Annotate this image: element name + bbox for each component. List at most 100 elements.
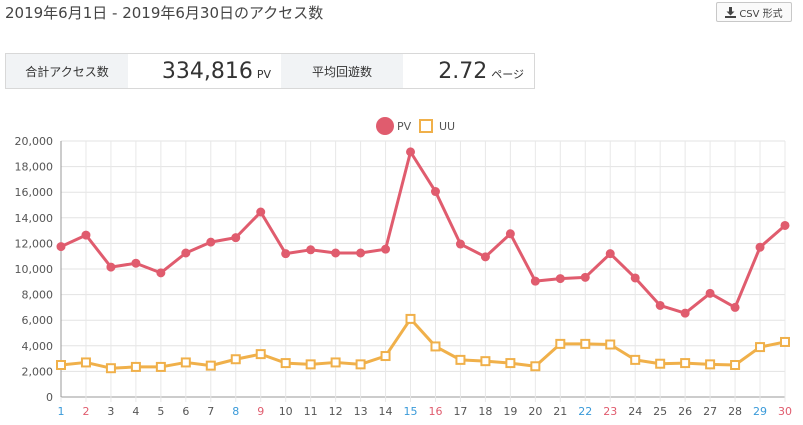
uu-point — [430, 341, 441, 352]
uu-point — [755, 342, 766, 353]
uu-point — [180, 357, 191, 368]
uu-point — [455, 354, 466, 365]
pv-point — [206, 237, 216, 247]
uu-point — [56, 360, 66, 370]
avg-pages-label: 平均回遊数 — [281, 54, 403, 88]
legend-pv-label: PV — [397, 120, 412, 133]
pv-point — [705, 288, 715, 298]
x-tick-label: 29 — [753, 405, 767, 418]
x-tick-label: 11 — [304, 405, 318, 418]
uu-point — [355, 359, 366, 370]
y-tick-label: 10,000 — [15, 263, 54, 276]
x-tick-label: 2 — [82, 405, 89, 418]
uu-point — [580, 338, 591, 349]
x-tick-label: 4 — [132, 405, 139, 418]
uu-point — [530, 361, 541, 372]
pv-point — [630, 273, 640, 283]
y-tick-label: 6,000 — [22, 314, 54, 327]
y-tick-label: 2,000 — [22, 365, 54, 378]
x-tick-label: 21 — [553, 405, 567, 418]
pv-point — [430, 187, 440, 197]
uu-point — [155, 361, 166, 372]
uu-point — [555, 338, 566, 349]
uu-point — [280, 358, 291, 369]
x-tick-label: 19 — [503, 405, 517, 418]
pv-point — [106, 262, 116, 272]
legend-uu-marker — [419, 119, 433, 133]
y-tick-label: 18,000 — [15, 161, 54, 174]
pv-point — [655, 300, 665, 310]
x-tick-label: 1 — [58, 405, 65, 418]
uu-point — [130, 361, 141, 372]
uu-point — [405, 313, 416, 324]
pv-point — [56, 242, 66, 252]
pv-point — [306, 245, 316, 255]
y-tick-label: 14,000 — [15, 212, 54, 225]
uu-point — [230, 354, 241, 365]
pv-point — [231, 233, 241, 243]
pv-point — [480, 252, 490, 262]
uu-point — [205, 360, 216, 371]
pv-point — [131, 258, 141, 268]
series-line-pv — [60, 150, 786, 315]
avg-pages-number: 2.72 — [438, 59, 488, 84]
uu-point — [480, 356, 491, 367]
access-line-chart: PV UU 02,0004,0006,0008,00010,00012,00014… — [15, 117, 792, 418]
x-tick-label: 6 — [182, 405, 189, 418]
y-tick-label: 16,000 — [15, 186, 54, 199]
total-access-value: 334,816 PV — [128, 54, 281, 88]
x-tick-label: 10 — [279, 405, 293, 418]
x-tick-label: 5 — [157, 405, 164, 418]
uu-point — [655, 358, 666, 369]
x-tick-label: 17 — [453, 405, 467, 418]
pv-point — [555, 274, 565, 284]
uu-point — [80, 357, 91, 368]
y-tick-label: 4,000 — [22, 340, 54, 353]
csv-export-button[interactable]: CSV 形式 — [716, 2, 792, 22]
uu-point — [705, 359, 716, 370]
x-tick-label: 23 — [603, 405, 617, 418]
download-icon — [725, 6, 737, 18]
pv-point — [256, 207, 266, 217]
uu-point — [730, 360, 741, 370]
total-access-number: 334,816 — [161, 59, 253, 84]
x-tick-label: 7 — [207, 405, 214, 418]
x-tick-label: 14 — [379, 405, 393, 418]
legend-uu-label: UU — [439, 120, 455, 133]
y-tick-label: 20,000 — [15, 135, 54, 148]
avg-pages-value: 2.72 ページ — [403, 54, 534, 88]
x-tick-label: 22 — [578, 405, 592, 418]
uu-point — [680, 358, 691, 369]
pv-point — [755, 242, 765, 252]
x-tick-label: 15 — [404, 405, 418, 418]
uu-point — [255, 349, 266, 360]
uu-point — [330, 357, 341, 368]
pv-point — [580, 272, 590, 282]
pv-point — [505, 229, 515, 239]
x-tick-label: 16 — [428, 405, 442, 418]
x-tick-label: 26 — [678, 405, 692, 418]
page-title: 2019年6月1日 - 2019年6月30日のアクセス数 — [5, 4, 324, 22]
pv-point — [780, 220, 790, 230]
y-tick-label: 0 — [46, 391, 53, 404]
x-tick-label: 3 — [107, 405, 114, 418]
y-tick-label: 12,000 — [15, 237, 54, 250]
x-tick-label: 30 — [778, 405, 792, 418]
x-tick-label: 24 — [628, 405, 642, 418]
chart-series — [56, 147, 790, 374]
csv-export-label: CSV 形式 — [739, 8, 783, 20]
pv-point — [156, 268, 166, 278]
pv-point — [381, 244, 391, 254]
x-tick-label: 9 — [257, 405, 264, 418]
pv-point — [281, 249, 291, 259]
stats-panel: 合計アクセス数 334,816 PV 平均回遊数 2.72 ページ — [5, 53, 535, 89]
uu-point — [780, 336, 790, 347]
pv-point — [730, 302, 740, 312]
pv-point — [530, 276, 540, 286]
pv-point — [605, 249, 615, 259]
pv-point — [331, 248, 341, 258]
y-axis: 0 2,000 4,000 6,000 8,000 10,000 12,000 14,000 1… — [15, 135, 54, 404]
uu-point — [505, 358, 516, 369]
uu-point — [630, 354, 641, 365]
x-tick-label: 25 — [653, 405, 667, 418]
